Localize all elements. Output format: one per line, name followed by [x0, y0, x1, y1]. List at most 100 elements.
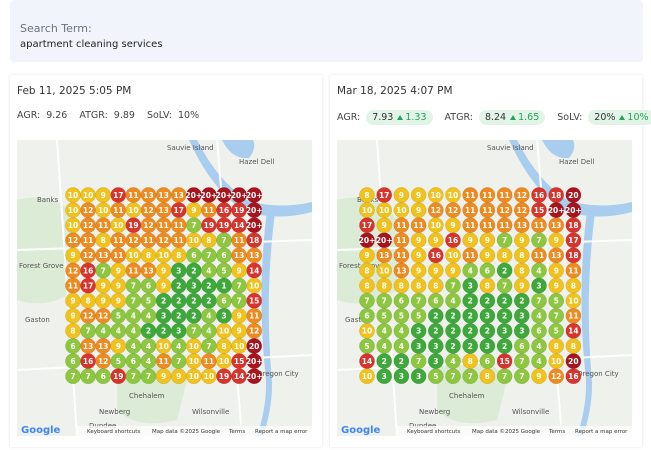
- rank-value: 10: [379, 206, 389, 215]
- metric-label: AGR:: [17, 110, 41, 121]
- rank-value: 8: [571, 281, 576, 290]
- rank-value: 10: [448, 191, 458, 200]
- rank-value: 10: [189, 342, 199, 351]
- rank-value: 3: [161, 312, 166, 321]
- rank-value: 20+: [246, 191, 263, 200]
- rank-value: 2: [176, 297, 181, 306]
- rank-value: 8: [70, 327, 75, 336]
- rank-value: 10: [362, 372, 372, 381]
- map-label: Oregon City: [577, 370, 619, 378]
- rank-value: 9: [519, 236, 524, 245]
- rank-value: 7: [146, 372, 151, 381]
- rank-circle: [462, 368, 479, 385]
- rank-value: 13: [173, 191, 183, 200]
- attribution-text: Report a map error: [575, 429, 628, 435]
- rank-value: 6: [70, 342, 75, 351]
- rank-circle: [496, 368, 513, 385]
- rank-value: 7: [236, 281, 241, 290]
- rank-value: 4: [206, 327, 211, 336]
- rank-value: 17: [83, 281, 93, 290]
- map-label: Gaston: [345, 316, 370, 324]
- rank-value: 16: [568, 372, 578, 381]
- rank-value: 7: [221, 236, 226, 245]
- rank-value: 5: [554, 297, 559, 306]
- rank-value: 13: [143, 191, 153, 200]
- rank-value: 14: [362, 357, 372, 366]
- rank-value: 8: [433, 281, 438, 290]
- rank-value: 2: [206, 297, 211, 306]
- attribution-text: Report a map error: [255, 429, 308, 435]
- metric-pill: 8.24 1.65: [478, 110, 546, 125]
- rank-value: 10: [98, 206, 108, 215]
- rank-value: 11: [396, 236, 406, 245]
- rank-value: 4: [536, 357, 541, 366]
- rank-value: 18: [568, 221, 578, 230]
- rank-value: 7: [416, 297, 421, 306]
- rank-value: 6: [536, 327, 541, 336]
- rank-value: 7: [536, 236, 541, 245]
- rank-value: 20+: [565, 206, 582, 215]
- rank-value: 7: [450, 281, 455, 290]
- rank-value: 7: [554, 312, 559, 321]
- rank-value: 3: [536, 281, 541, 290]
- rank-value: 11: [128, 266, 138, 275]
- rank-circle: [445, 368, 461, 385]
- metric-change-value: 1.33: [405, 112, 427, 123]
- rank-value: 20: [568, 191, 578, 200]
- metric-label: ATGR:: [79, 110, 108, 121]
- map-river: [577, 210, 595, 436]
- metric: AGR: 9.26: [17, 110, 67, 121]
- metric-change-value: 10%: [627, 112, 649, 123]
- rank-value: 9: [236, 312, 241, 321]
- rank-circle: [565, 368, 582, 385]
- rank-value: 8: [399, 281, 404, 290]
- rank-value: 12: [143, 206, 153, 215]
- rank-value: 8: [221, 342, 226, 351]
- rank-value: 9: [554, 266, 559, 275]
- rank-value: 8: [468, 357, 473, 366]
- map-river: [222, 140, 255, 159]
- rank-value: 9: [116, 297, 121, 306]
- rank-value: 11: [482, 221, 492, 230]
- rank-value: 4: [399, 342, 404, 351]
- rank-value: 3: [485, 312, 490, 321]
- metric-change: 1.33: [397, 112, 427, 123]
- rank-value: 5: [433, 372, 438, 381]
- rank-value: 9: [450, 221, 455, 230]
- map-label: Banks: [37, 196, 59, 204]
- rank-value: 6: [364, 312, 369, 321]
- rank-value: 20+: [216, 191, 233, 200]
- metric-change: 10%: [619, 112, 649, 123]
- rank-value: 20+: [201, 191, 218, 200]
- rank-value: 13: [517, 221, 527, 230]
- rank-value: 5: [364, 342, 369, 351]
- rank-value: 9: [191, 206, 196, 215]
- rank-value: 5: [554, 327, 559, 336]
- rank-value: 7: [236, 297, 241, 306]
- rank-value: 10: [396, 206, 406, 215]
- map-label: Newberg: [419, 408, 450, 416]
- attribution-text: Terms: [548, 429, 565, 435]
- rank-value: 17: [173, 206, 183, 215]
- attribution-text: Keyboard shortcuts: [87, 429, 140, 435]
- rank-value: 9: [416, 251, 421, 260]
- rank-value: 4: [101, 327, 106, 336]
- rank-value: 2: [433, 327, 438, 336]
- rank-value: 9: [399, 191, 404, 200]
- rank-value: 11: [568, 312, 578, 321]
- rank-value: 2: [502, 312, 507, 321]
- rank-value: 11: [499, 191, 509, 200]
- rank-value: 10: [189, 357, 199, 366]
- rank-value: 7: [191, 327, 196, 336]
- rank-value: 9: [161, 266, 166, 275]
- rank-value: 11: [534, 221, 544, 230]
- rank-circle: [548, 368, 565, 385]
- rank-value: 7: [519, 357, 524, 366]
- rank-value: 9: [161, 372, 166, 381]
- rank-value: 12: [98, 357, 108, 366]
- rank-value: 20+: [359, 236, 376, 245]
- rank-value: 19: [128, 221, 138, 230]
- rank-value: 9: [116, 266, 121, 275]
- rank-value: 7: [191, 221, 196, 230]
